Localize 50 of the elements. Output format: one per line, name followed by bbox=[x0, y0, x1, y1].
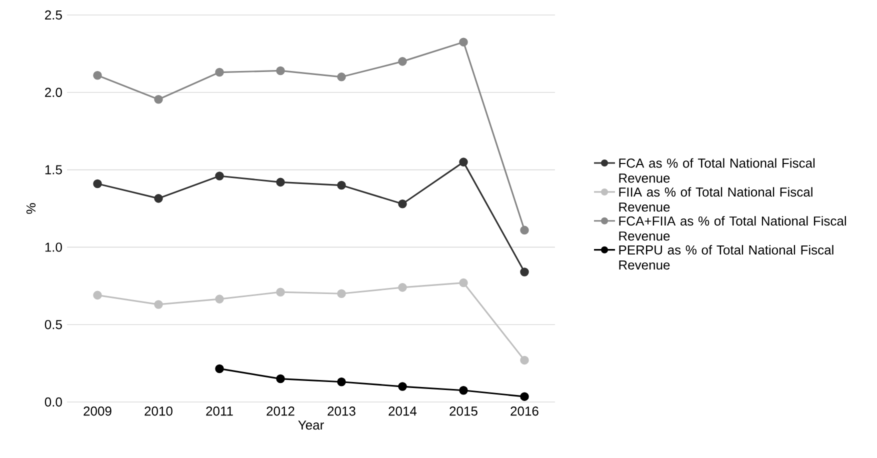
point bbox=[154, 300, 163, 309]
point bbox=[520, 226, 529, 235]
point bbox=[398, 283, 407, 292]
x-axis-title: Year bbox=[298, 420, 324, 430]
y-tick-label: 2.0 bbox=[45, 88, 62, 97]
point bbox=[337, 180, 346, 190]
point bbox=[276, 178, 285, 187]
point bbox=[520, 268, 529, 276]
point bbox=[215, 172, 224, 180]
x-tick-label: 2009 bbox=[84, 406, 112, 416]
point bbox=[459, 158, 468, 166]
y-tick-label: 2.5 bbox=[45, 10, 62, 20]
legend-label: FCA+FIIA as % of Total National Fiscal Revenue bbox=[619, 216, 846, 241]
y-tick-label: 1.5 bbox=[45, 165, 62, 174]
point bbox=[276, 66, 285, 76]
point bbox=[337, 72, 346, 82]
legend-label: FCA as % of Total National Fiscal Revenue bbox=[619, 158, 815, 183]
point bbox=[215, 364, 224, 374]
point bbox=[215, 68, 224, 77]
y-axis-title: % bbox=[26, 203, 36, 214]
point bbox=[154, 94, 163, 104]
point bbox=[459, 38, 468, 46]
point bbox=[459, 386, 468, 395]
x-tick-label: 2015 bbox=[450, 406, 478, 416]
point bbox=[520, 356, 529, 365]
point bbox=[276, 374, 285, 384]
point bbox=[93, 70, 102, 80]
x-tick-label: 2011 bbox=[206, 406, 233, 416]
point bbox=[276, 288, 285, 296]
x-tick-label: 2010 bbox=[144, 406, 172, 416]
point bbox=[398, 199, 407, 208]
y-tick-label: 1.0 bbox=[45, 242, 62, 252]
y-tick-label: 0.0 bbox=[44, 397, 62, 407]
point bbox=[398, 382, 407, 391]
x-tick-label: 2013 bbox=[328, 406, 356, 416]
x-tick-label: 2012 bbox=[266, 406, 294, 416]
legend-label: FIIA as % of Total National Fiscal Revenue bbox=[619, 187, 812, 212]
point bbox=[520, 392, 529, 401]
y-tick-label: 0.5 bbox=[44, 320, 62, 330]
point bbox=[337, 289, 346, 298]
point bbox=[215, 294, 224, 304]
point bbox=[337, 377, 346, 386]
point bbox=[398, 57, 407, 66]
point bbox=[93, 179, 102, 188]
point bbox=[154, 194, 163, 203]
x-tick-label: 2016 bbox=[510, 406, 538, 416]
x-tick-label: 2014 bbox=[388, 406, 417, 416]
point bbox=[93, 290, 102, 300]
legend-label: PERPU as % of Total National Fiscal Revenue bbox=[619, 245, 834, 270]
point bbox=[459, 278, 468, 288]
